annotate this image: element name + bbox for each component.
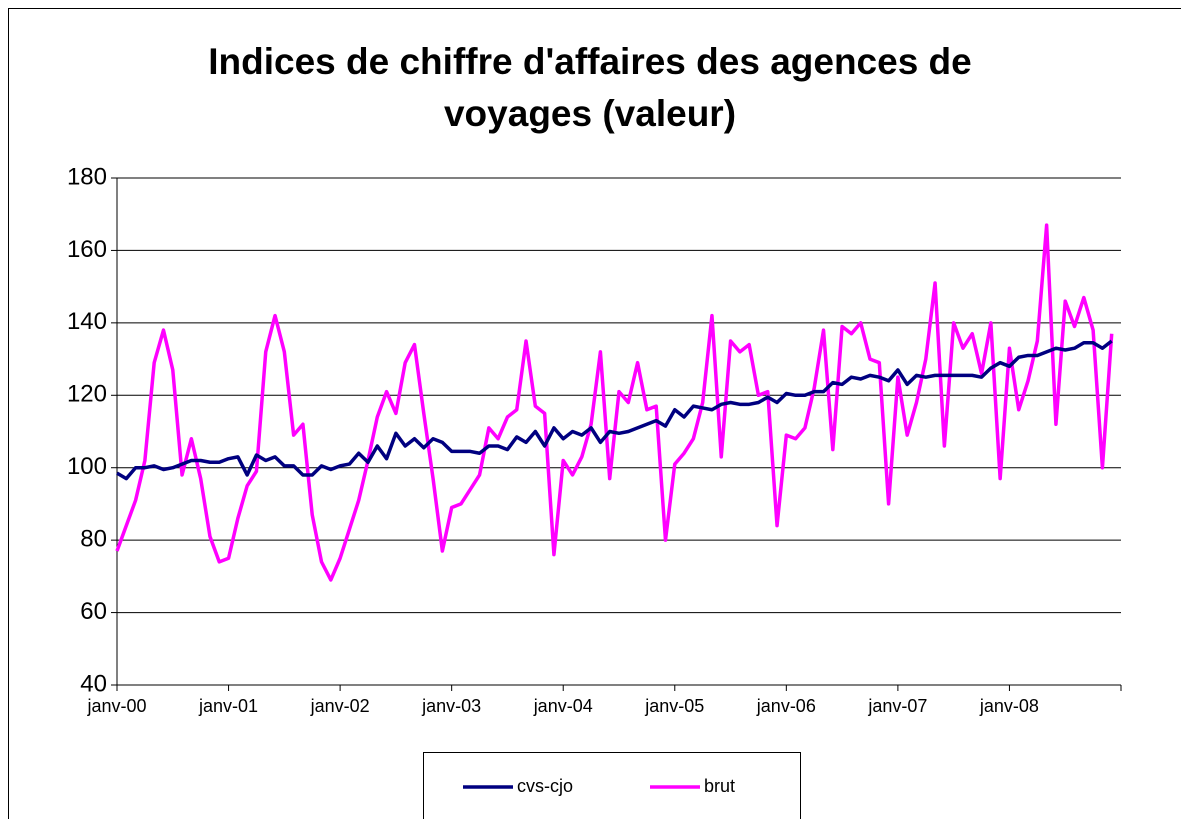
x-tick-label: janv-08: [979, 696, 1039, 716]
y-tick-label: 180: [67, 163, 107, 190]
y-tick-label: 140: [67, 308, 107, 335]
legend-label: cvs-cjo: [517, 776, 573, 796]
x-tick-label: janv-02: [310, 696, 370, 716]
x-tick-label: janv-04: [533, 696, 593, 716]
x-tick-label: janv-06: [756, 696, 816, 716]
x-tick-label: janv-05: [644, 696, 704, 716]
chart-frame: [8, 8, 1181, 819]
line-series: [116, 339, 1113, 481]
x-tick-label: janv-01: [198, 696, 258, 716]
chart-title: Indices de chiffre d'affaires des agence…: [208, 41, 972, 134]
y-tick-label: 80: [80, 525, 107, 552]
y-tick-label: 120: [67, 381, 107, 408]
y-tick-label: 40: [80, 670, 107, 697]
y-tick-label: 60: [80, 598, 107, 625]
x-tick-label: janv-00: [86, 696, 146, 716]
legend-label: brut: [704, 776, 735, 796]
y-tick-label: 160: [67, 236, 107, 263]
x-tick-label: janv-07: [867, 696, 927, 716]
y-tick-label: 100: [67, 453, 107, 480]
line-series: [115, 223, 1114, 582]
x-tick-label: janv-03: [421, 696, 481, 716]
